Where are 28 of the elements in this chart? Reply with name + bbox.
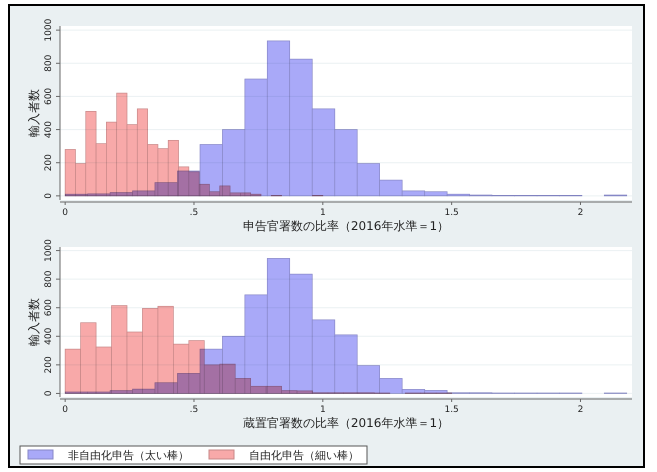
y-tick-label: 800 — [44, 270, 54, 288]
x-tick-label: 2 — [578, 405, 584, 415]
y-tick-label: 0 — [44, 192, 54, 199]
x-tick-label: 0 — [62, 208, 68, 218]
legend-label: 自由化申告（細い棒） — [249, 449, 359, 462]
y-tick-label: 400 — [44, 327, 54, 345]
y-axis-title: 輸入者数 — [27, 89, 41, 137]
y-tick-label: 800 — [44, 54, 54, 72]
y-tick-label: 1000 — [44, 18, 54, 42]
y-tick-label: 200 — [44, 356, 54, 374]
x-axis-title: 申告官署数の比率（2016年水準＝1） — [242, 219, 450, 233]
x-tick-label: 1.5 — [444, 405, 459, 415]
x-tick-label: 1 — [320, 405, 326, 415]
x-tick-label: .5 — [190, 208, 198, 218]
x-tick-label: 1 — [320, 208, 326, 218]
x-axis-title: 蔵置官署数の比率（2016年水準＝1） — [242, 416, 450, 430]
y-tick-label: 0 — [44, 390, 54, 396]
y-tick-label: 1000 — [44, 238, 54, 262]
y-tick-label: 600 — [44, 88, 54, 106]
legend-label: 非自由化申告（太い棒） — [68, 449, 189, 462]
y-tick-label: 600 — [44, 298, 54, 316]
y-axis-title: 輸入者数 — [27, 298, 41, 346]
x-tick-label: .5 — [190, 405, 198, 415]
y-tick-label: 400 — [44, 120, 54, 138]
x-tick-label: 2 — [578, 208, 584, 218]
x-tick-label: 0 — [62, 405, 68, 415]
y-tick-label: 200 — [44, 154, 54, 172]
x-tick-label: 1.5 — [444, 208, 459, 218]
